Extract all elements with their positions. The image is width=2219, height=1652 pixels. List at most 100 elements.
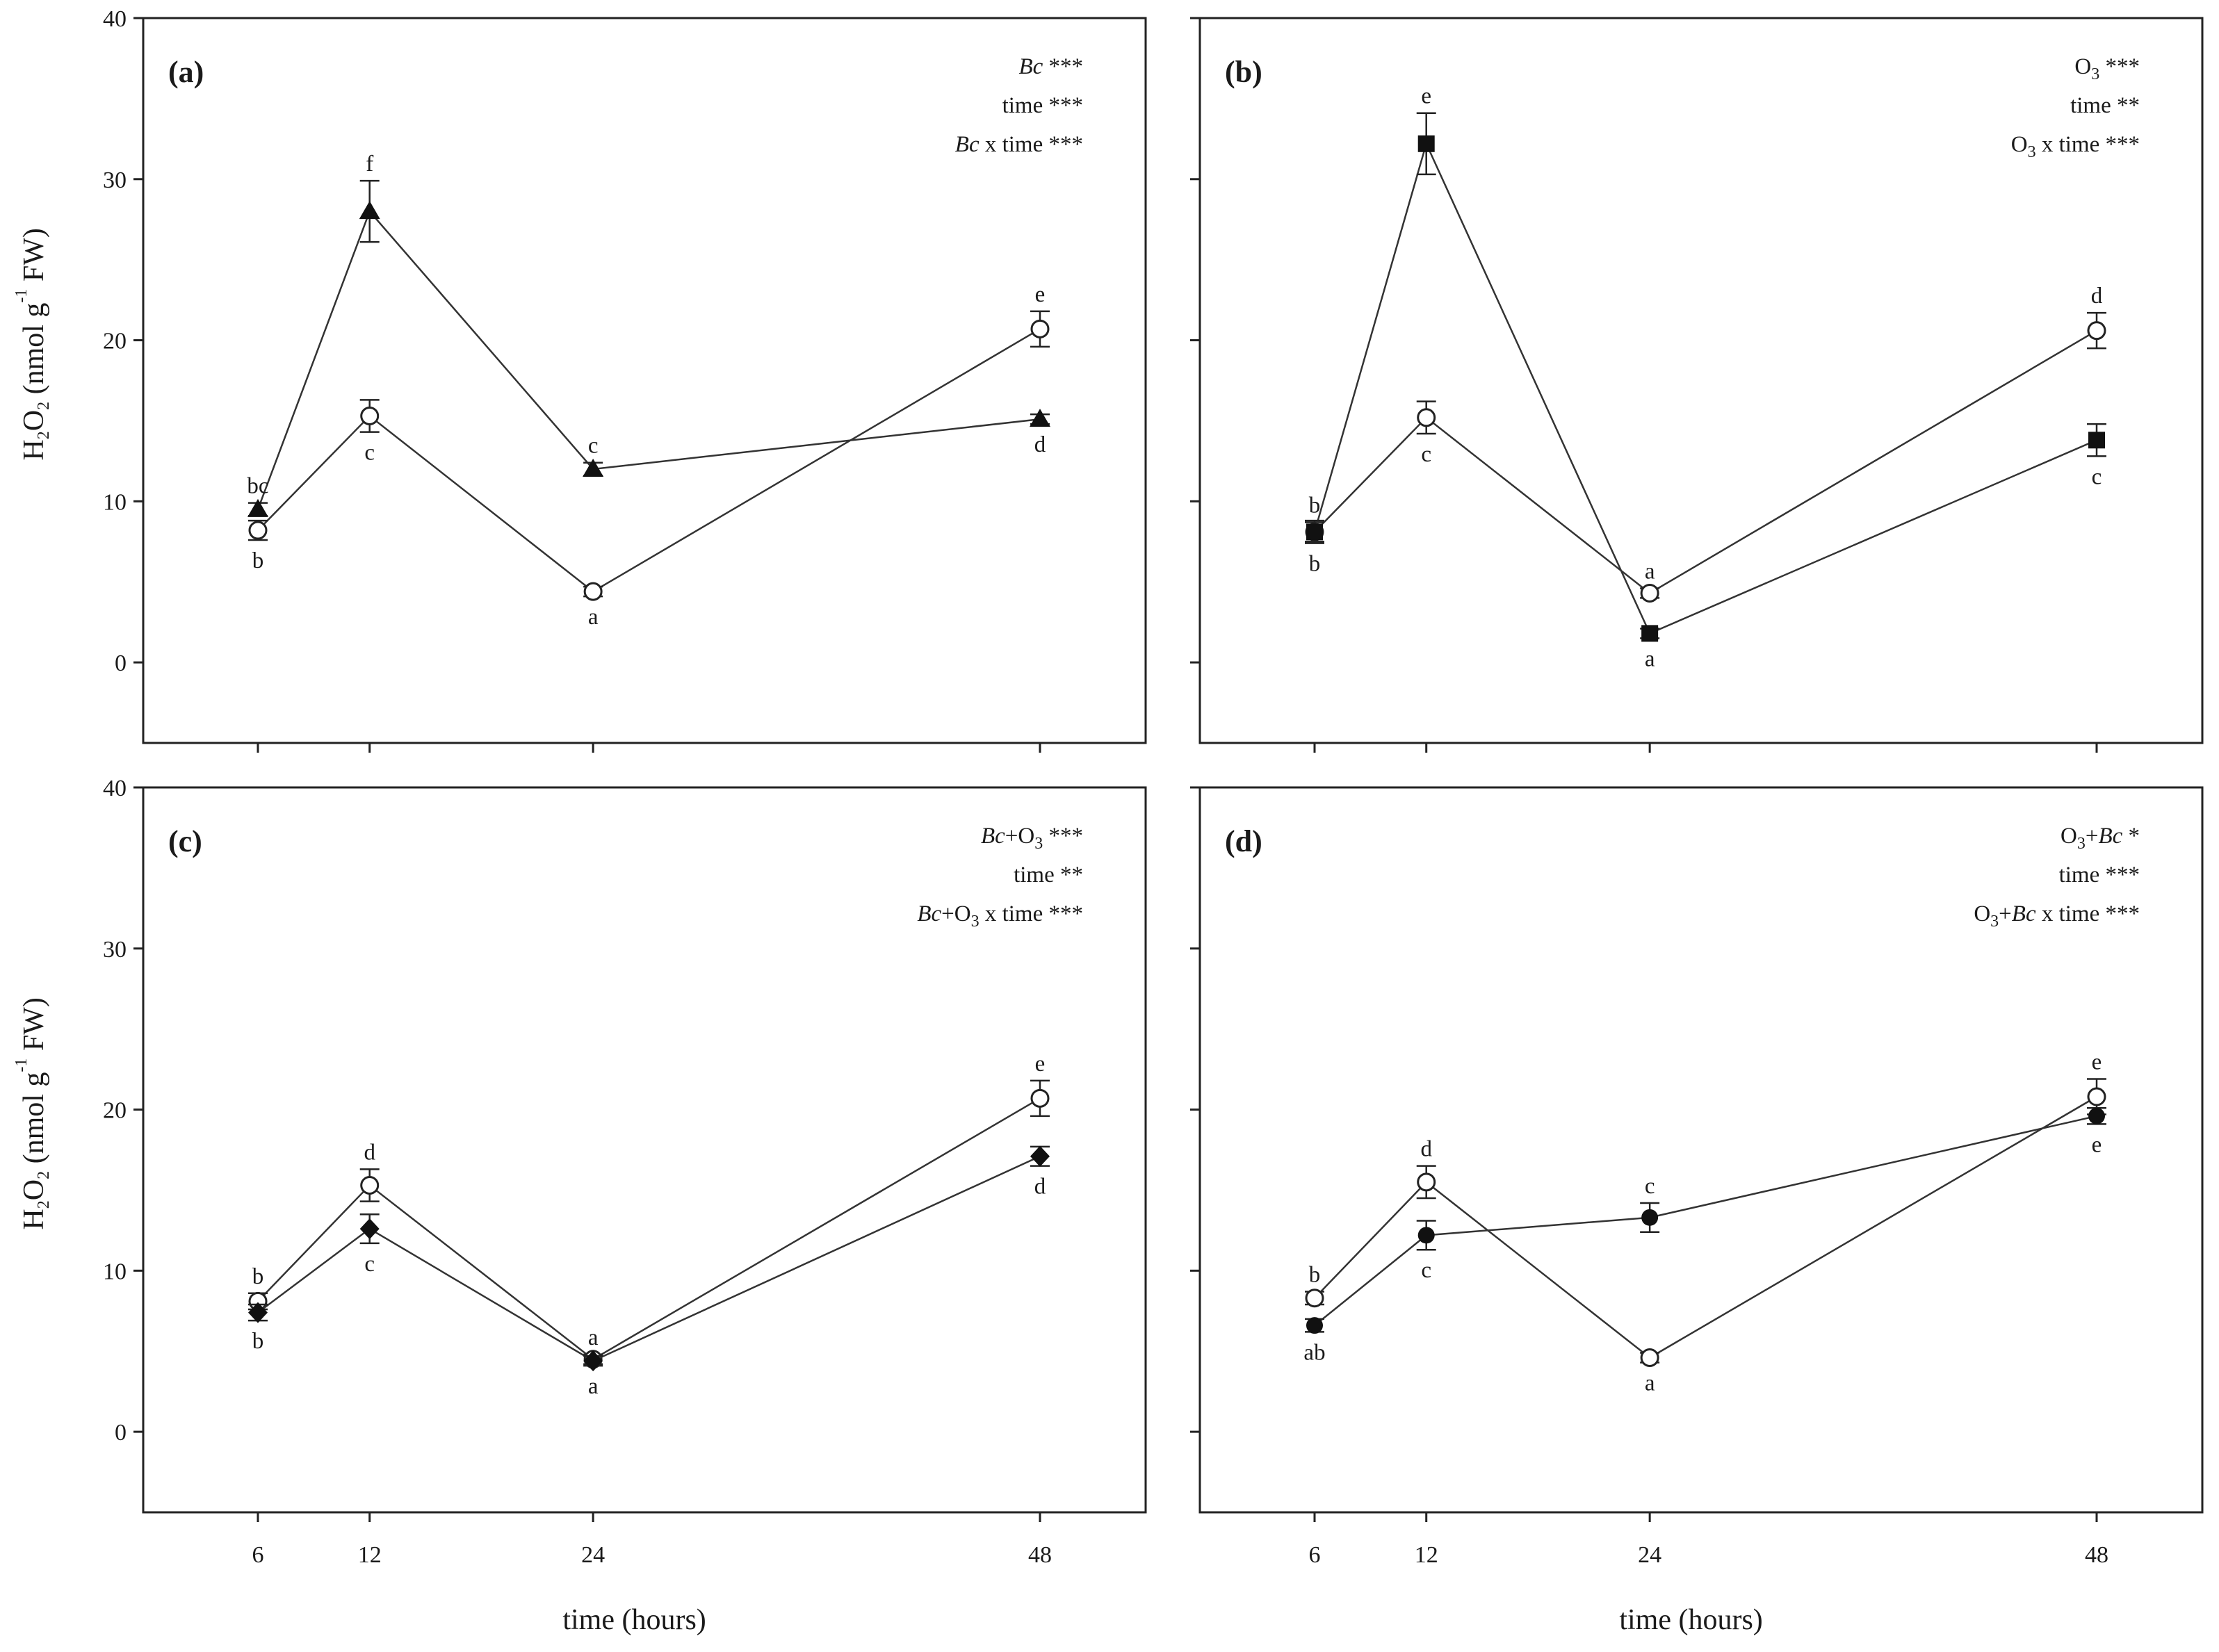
series-control: b c a d <box>1305 284 2106 603</box>
x-axis-title: time (hours) <box>1619 1604 1762 1636</box>
y-tick-label: 0 <box>115 651 127 676</box>
y-tick-label: 30 <box>103 167 127 193</box>
panel-label: (c) <box>168 824 202 858</box>
plot-frame <box>142 17 1147 744</box>
stat-part: 3 <box>971 913 980 931</box>
series-line <box>1314 1095 2097 1359</box>
data-point <box>1030 319 1050 338</box>
plot-frame <box>1198 786 2204 1514</box>
series-control: b d a e <box>1305 1050 2106 1396</box>
data-point <box>1305 1289 1324 1308</box>
y-tick-label: 10 <box>103 489 127 515</box>
series-line <box>257 1155 1041 1362</box>
data-point <box>1417 408 1436 427</box>
data-point <box>1306 523 1323 541</box>
significance-letter: a <box>588 1325 599 1350</box>
x-tick-label: 48 <box>2085 1542 2108 1568</box>
stat-part: Bc <box>917 901 941 926</box>
significance-letter: a <box>588 605 599 630</box>
y-tick-label: 40 <box>103 6 127 32</box>
stat-part: 3 <box>1034 835 1043 853</box>
y-tick-label: 0 <box>115 1420 127 1446</box>
significance-letter: d <box>1034 1175 1046 1200</box>
x-axis-title: time (hours) <box>562 1604 706 1636</box>
stat-part: x time *** <box>980 132 1083 157</box>
stat-part: O <box>1974 901 1990 926</box>
data-point <box>2087 321 2106 341</box>
stat-part: *** <box>1043 824 1083 849</box>
stat-line: time ** <box>2070 93 2140 118</box>
significance-letter: a <box>1645 559 1655 584</box>
stat-line: Bc x time *** <box>955 132 1083 157</box>
y-axis-title-part: 2 <box>35 1171 53 1179</box>
data-point <box>583 458 604 477</box>
panel-label: (a) <box>168 55 204 89</box>
y-axis-title-part: FW) <box>18 997 50 1058</box>
significance-letter: c <box>588 434 599 459</box>
significance-letter: e <box>1421 84 1431 109</box>
series-o3: b e a c <box>1305 84 2106 671</box>
x-tick-label: 12 <box>1415 1542 1438 1568</box>
y-axis-title-part: 2 <box>35 402 53 410</box>
data-point <box>360 1175 380 1195</box>
stat-line: time ** <box>1014 862 1083 888</box>
data-point <box>360 406 380 425</box>
stat-line: O3 x time *** <box>2011 132 2140 161</box>
y-tick-label: 40 <box>103 776 127 801</box>
stat-part: * <box>2122 824 2140 849</box>
panel-label: (d) <box>1225 824 1262 858</box>
significance-letter: bc <box>247 474 268 499</box>
stat-part: Bc <box>981 824 1005 849</box>
y-axis-title-part: (nmol g <box>18 303 50 402</box>
stat-part: x time *** <box>2036 132 2140 157</box>
y-axis-title: H2O2 (nmol g-1 FW) <box>13 228 53 461</box>
y-axis-title-part: H <box>18 1209 50 1229</box>
x-tick-label: 24 <box>581 1542 605 1568</box>
series-line <box>1314 1115 2097 1327</box>
data-point <box>1030 409 1050 427</box>
y-tick-label: 10 <box>103 1259 127 1284</box>
stat-line: Bc+O3 *** <box>981 824 1083 853</box>
significance-letter: e <box>1035 1052 1046 1077</box>
stat-part: O <box>2074 54 2091 79</box>
stat-part: time ** <box>1014 862 1083 888</box>
data-point <box>583 582 603 601</box>
y-axis-title-part: -1 <box>13 289 31 303</box>
stat-part: Bc <box>955 132 980 157</box>
x-tick-label: 24 <box>1638 1542 1661 1568</box>
stat-part: O <box>2060 824 2077 849</box>
series-line <box>1314 329 2097 594</box>
data-point <box>359 201 380 220</box>
series-bc: bc f c d <box>247 152 1050 517</box>
plot-frame <box>1198 17 2204 744</box>
data-point <box>359 1218 380 1240</box>
significance-letter: c <box>2092 464 2102 489</box>
y-axis-title-part: O <box>18 410 50 431</box>
stat-part: time *** <box>1002 93 1083 118</box>
y-axis-title-part: 2 <box>35 1200 53 1209</box>
stat-line: O3 *** <box>2074 54 2140 83</box>
y-axis-title-part: O <box>18 1179 50 1200</box>
y-axis-title-part: 2 <box>35 431 53 439</box>
stat-part: *** <box>2099 54 2140 79</box>
stat-part: 3 <box>2091 65 2099 83</box>
data-point <box>248 521 268 540</box>
stat-part: + <box>2086 824 2099 849</box>
stat-part: x time *** <box>980 901 1083 926</box>
y-tick-label: 20 <box>103 329 127 354</box>
panel-a: 0 10 20 30 40 H2O2 (nmol g-1 FW) (a) Bc *** time… <box>13 6 1147 753</box>
plot-frame <box>142 786 1147 1514</box>
significance-letter: d <box>2091 284 2103 309</box>
data-point <box>1417 1172 1436 1192</box>
x-tick-label: 48 <box>1028 1542 1052 1568</box>
data-point <box>247 498 268 517</box>
stat-line: Bc *** <box>1018 54 1083 79</box>
significance-letter: d <box>364 1140 375 1165</box>
series-line <box>1313 141 2097 635</box>
stat-part: +O <box>1005 824 1034 849</box>
data-point <box>2088 432 2105 449</box>
stat-part: 3 <box>2077 835 2086 853</box>
